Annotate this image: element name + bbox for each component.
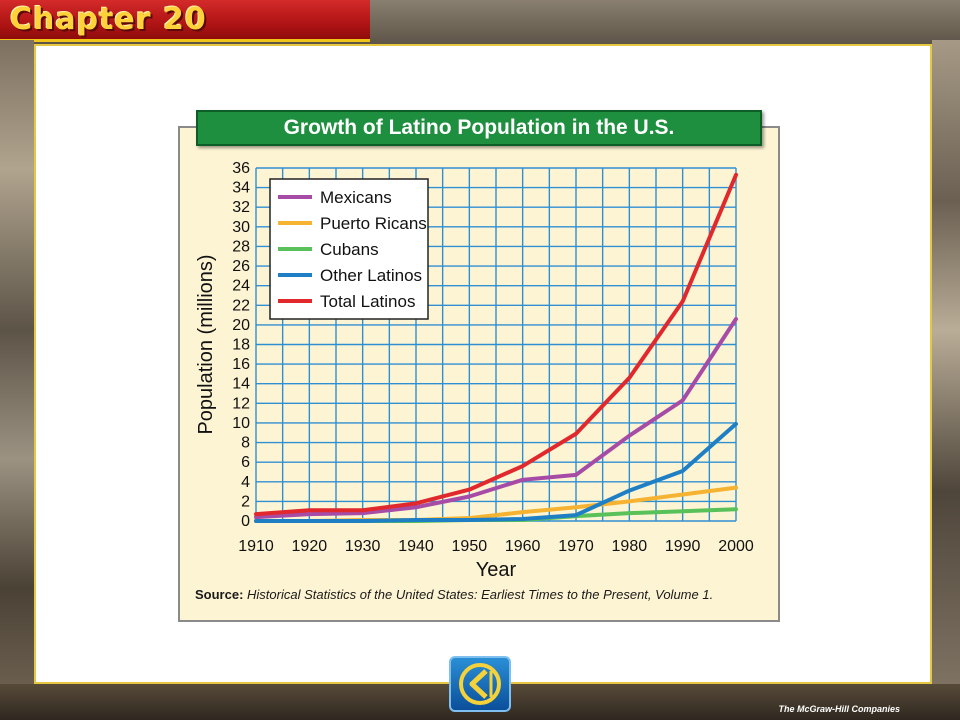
chart-title: Growth of Latino Population in the U.S. (283, 116, 675, 139)
y-tick-label: 20 (232, 317, 250, 334)
photo-collage-left (0, 40, 34, 685)
source-label: Source: (195, 587, 244, 602)
legend-label: Mexicans (320, 188, 392, 207)
legend-label: Total Latinos (320, 292, 415, 311)
y-tick-label: 36 (232, 160, 250, 177)
back-arrow-icon (459, 663, 501, 705)
x-tick-label: 1990 (665, 538, 701, 555)
y-tick-label: 24 (232, 278, 250, 295)
series-line-other-latinos (254, 421, 738, 523)
x-tick-label: 1980 (612, 538, 648, 555)
y-tick-label: 8 (241, 435, 250, 452)
back-button[interactable] (449, 656, 511, 712)
y-tick-label: 6 (241, 454, 250, 471)
y-axis-label: Population (millions) (195, 254, 217, 434)
y-tick-label: 22 (232, 297, 250, 314)
legend-label: Other Latinos (320, 266, 422, 285)
x-tick-label: 1920 (292, 538, 328, 555)
source-text: Historical Statistics of the United Stat… (247, 587, 714, 602)
x-tick-label: 1940 (398, 538, 434, 555)
x-tick-label: 1910 (238, 538, 274, 555)
y-tick-label: 18 (232, 337, 250, 354)
y-tick-label: 32 (232, 199, 250, 216)
x-tick-label: 1950 (452, 538, 488, 555)
y-tick-label: 30 (232, 219, 250, 236)
x-axis-label: Year (476, 559, 517, 581)
publisher-logo: The McGraw-Hill Companies (778, 704, 900, 714)
y-tick-label: 10 (232, 415, 250, 432)
x-tick-label: 2000 (718, 538, 754, 555)
photo-collage-right (932, 40, 960, 685)
source-citation: Source: Historical Statistics of the Uni… (195, 587, 713, 602)
y-tick-label: 34 (232, 180, 250, 197)
y-tick-label: 0 (241, 513, 250, 530)
legend-label: Puerto Ricans (320, 214, 427, 233)
y-tick-label: 2 (241, 493, 250, 510)
y-tick-label: 16 (232, 356, 250, 373)
y-tick-label: 12 (232, 395, 250, 412)
series-line-mexicans (254, 317, 738, 520)
y-tick-label: 4 (241, 474, 250, 491)
y-tick-label: 14 (232, 376, 250, 393)
x-tick-label: 1960 (505, 538, 541, 555)
x-tick-label: 1970 (558, 538, 594, 555)
legend-label: Cubans (320, 240, 379, 259)
chapter-tab: Chapter 20 (0, 0, 370, 42)
series-line-total-latinos (254, 172, 738, 517)
chapter-title: Chapter 20 (10, 2, 207, 37)
y-tick-label: 28 (232, 238, 250, 255)
y-tick-label: 26 (232, 258, 250, 275)
x-tick-label: 1930 (345, 538, 381, 555)
chart-title-banner: Growth of Latino Population in the U.S. (196, 110, 762, 146)
